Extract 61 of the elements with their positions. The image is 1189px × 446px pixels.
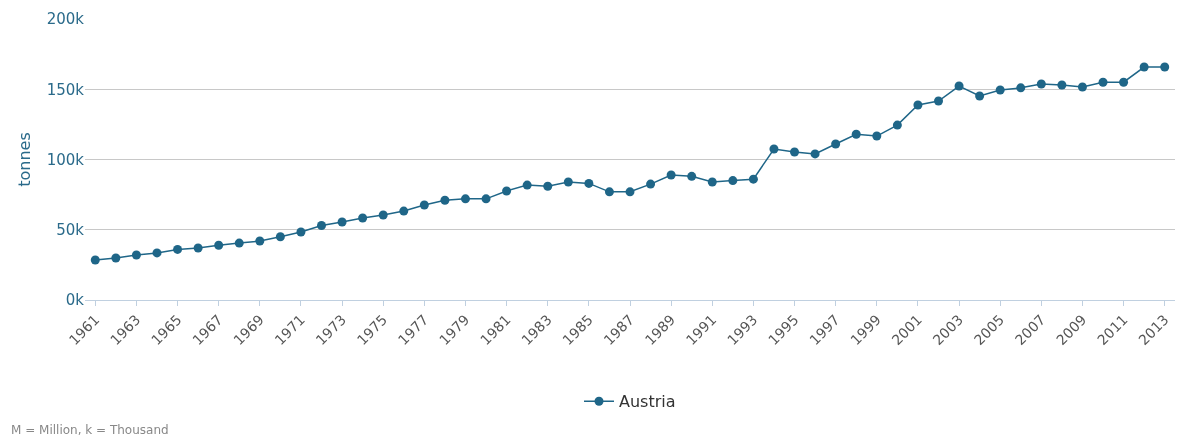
point bbox=[502, 186, 512, 196]
point bbox=[954, 81, 964, 91]
point bbox=[193, 243, 203, 253]
point bbox=[1057, 80, 1067, 90]
point bbox=[810, 149, 820, 159]
point bbox=[1139, 62, 1149, 72]
point bbox=[975, 91, 985, 101]
point bbox=[152, 248, 162, 258]
point bbox=[173, 244, 183, 254]
y-tick-label: 150k bbox=[46, 80, 85, 99]
point bbox=[872, 131, 882, 141]
point bbox=[769, 144, 779, 154]
y-tick-label: 0k bbox=[65, 291, 85, 310]
point bbox=[1119, 77, 1129, 87]
point bbox=[728, 176, 738, 186]
y-tick-label: 50k bbox=[56, 221, 85, 239]
point bbox=[399, 206, 409, 216]
point bbox=[646, 179, 656, 189]
point bbox=[522, 180, 532, 190]
point bbox=[440, 195, 450, 205]
point bbox=[687, 171, 697, 181]
point bbox=[1098, 77, 1108, 87]
point bbox=[234, 238, 244, 248]
point bbox=[584, 178, 594, 188]
point bbox=[214, 240, 224, 250]
point bbox=[748, 174, 758, 184]
point bbox=[604, 187, 614, 197]
point bbox=[275, 232, 285, 242]
point bbox=[296, 227, 306, 237]
y-tick-label: 200k bbox=[46, 10, 85, 29]
y-tick-label: 100k bbox=[46, 150, 85, 169]
point bbox=[317, 221, 327, 231]
point bbox=[1036, 79, 1046, 89]
point bbox=[831, 139, 841, 149]
point bbox=[1160, 62, 1170, 72]
point bbox=[378, 210, 388, 220]
point bbox=[543, 181, 553, 191]
point bbox=[851, 129, 861, 139]
point bbox=[625, 187, 635, 197]
point bbox=[707, 177, 717, 187]
point bbox=[337, 217, 347, 227]
point bbox=[131, 250, 141, 260]
point bbox=[460, 194, 470, 204]
point bbox=[913, 100, 923, 110]
legend-label: Austria bbox=[619, 392, 676, 412]
point bbox=[111, 253, 121, 263]
y-axis-title: tonnes bbox=[14, 132, 34, 187]
point bbox=[790, 147, 800, 157]
point bbox=[90, 255, 100, 265]
point bbox=[666, 170, 676, 180]
text: M = Million, k = Thousand bbox=[11, 423, 169, 437]
point bbox=[481, 194, 491, 204]
point bbox=[358, 213, 368, 223]
point bbox=[1016, 83, 1026, 93]
point bbox=[255, 236, 265, 246]
point bbox=[933, 96, 943, 106]
point bbox=[419, 200, 429, 210]
point bbox=[995, 85, 1005, 95]
point bbox=[1077, 82, 1087, 92]
point bbox=[563, 177, 573, 187]
point bbox=[892, 120, 902, 130]
